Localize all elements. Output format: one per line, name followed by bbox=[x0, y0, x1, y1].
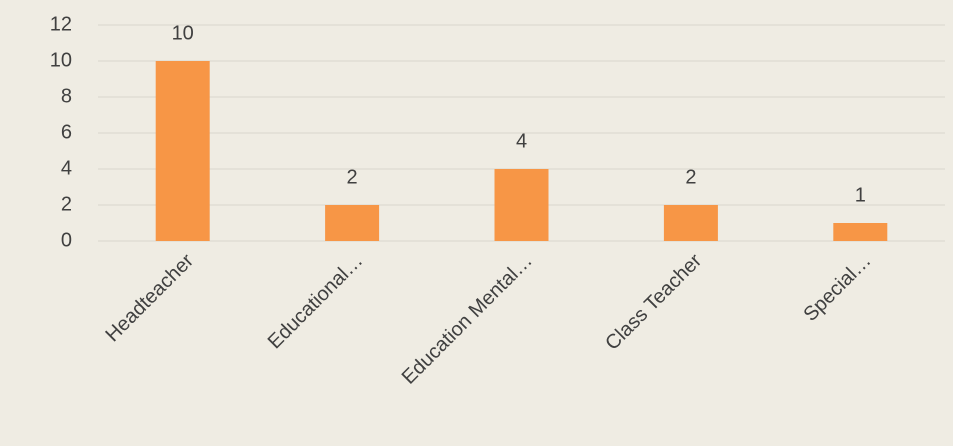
bar bbox=[155, 61, 210, 241]
y-tick-label: 4 bbox=[61, 157, 72, 179]
bar bbox=[833, 223, 888, 241]
y-tick-label: 12 bbox=[50, 13, 72, 35]
data-label: 2 bbox=[685, 166, 696, 188]
bar bbox=[494, 169, 549, 241]
y-tick-label: 0 bbox=[61, 229, 72, 251]
data-label: 4 bbox=[516, 130, 527, 152]
y-tick-label: 6 bbox=[61, 121, 72, 143]
bar bbox=[325, 205, 380, 241]
bar bbox=[663, 205, 718, 241]
data-label: 10 bbox=[172, 22, 194, 44]
y-tick-label: 8 bbox=[61, 85, 72, 107]
y-tick-label: 2 bbox=[61, 193, 72, 215]
data-label: 1 bbox=[855, 184, 866, 206]
data-label: 2 bbox=[347, 166, 358, 188]
y-tick-label: 10 bbox=[50, 49, 72, 71]
